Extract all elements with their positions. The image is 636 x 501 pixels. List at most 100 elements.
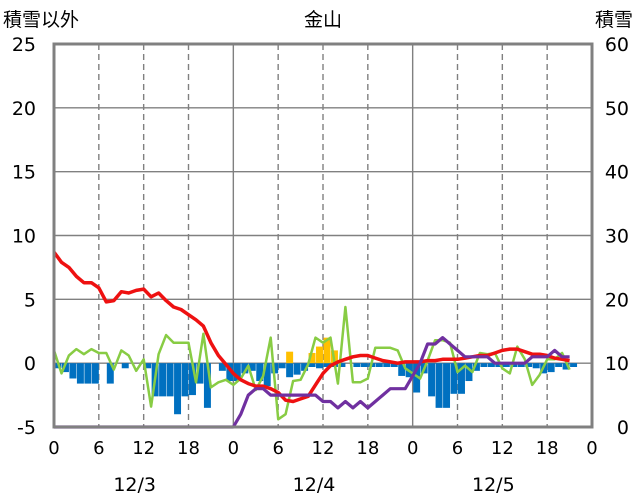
right-tick-label: 20 (605, 289, 629, 311)
blue-bar (308, 363, 316, 367)
blue-bar (159, 363, 167, 397)
chart-title: 金山 (304, 9, 342, 31)
left-tick-label: 15 (12, 162, 36, 184)
blue-bar (286, 363, 294, 378)
x-axis-hour-ticks: 0 6 12 18 0 6 12 18 0 6 12 18 0 (48, 438, 597, 459)
x-hour-tick-label: 0 (228, 438, 239, 459)
blue-bar (263, 363, 271, 387)
blue-bar (428, 363, 436, 397)
x-hour-tick-label: 0 (586, 438, 597, 459)
blue-bar (106, 363, 114, 384)
blue-bar (413, 363, 421, 393)
plot-frame (52, 42, 594, 429)
blue-bar (316, 363, 323, 369)
left-tick-label: 0 (24, 353, 36, 375)
bar-series (54, 337, 578, 415)
blue-bar (547, 363, 555, 373)
blue-bar (525, 363, 533, 367)
blue-bar (443, 363, 451, 408)
blue-bar (144, 363, 152, 369)
right-tick-label: 50 (605, 98, 629, 120)
blue-bar (390, 363, 398, 367)
x-hour-tick-label: 6 (452, 438, 463, 459)
right-tick-label: 30 (605, 226, 629, 248)
blue-bar (375, 363, 383, 367)
left-tick-label: 10 (12, 226, 36, 248)
blue-bar (495, 363, 503, 367)
blue-bar (465, 363, 473, 382)
x-hour-tick-label: 18 (177, 438, 200, 459)
blue-bar (61, 363, 69, 373)
blue-bar (248, 363, 256, 371)
x-hour-tick-label: 0 (48, 438, 59, 459)
orange-bar (316, 346, 323, 364)
blue-bar (517, 363, 525, 367)
purple-line (54, 336, 570, 429)
blue-bar (360, 363, 368, 367)
blue-bar (472, 363, 480, 371)
blue-bar (226, 363, 234, 382)
blue-bar (480, 363, 488, 367)
left-tick-label: -5 (17, 417, 36, 439)
left-tick-label: 20 (12, 98, 36, 120)
x-hour-tick-label: 12 (132, 438, 155, 459)
line-series (52, 251, 571, 429)
blue-bar (76, 363, 84, 384)
blue-bar (502, 363, 510, 367)
blue-bar (458, 363, 465, 394)
right-tick-label: 40 (605, 162, 629, 184)
x-hour-tick-label: 6 (272, 438, 283, 459)
blue-bar (241, 363, 249, 374)
blue-bar (532, 363, 540, 369)
blue-bar (570, 363, 578, 367)
right-axis-ticks: 60 50 40 30 20 10 0 (605, 34, 629, 439)
x-hour-tick-label: 12 (491, 438, 514, 459)
blue-bar (174, 363, 182, 415)
blue-bar (166, 363, 174, 397)
blue-bar (383, 363, 391, 367)
blue-bar (233, 363, 241, 382)
left-axis-label: 積雪以外 (3, 9, 79, 31)
right-tick-label: 10 (605, 353, 629, 375)
red-line (52, 251, 570, 404)
blue-bar (278, 363, 286, 369)
right-tick-label: 0 (617, 417, 629, 439)
blue-bar (181, 363, 189, 397)
blue-bar (293, 363, 301, 375)
left-axis-ticks: 25 20 15 10 5 0 -5 (12, 34, 36, 439)
x-hour-tick-label: 18 (356, 438, 379, 459)
blue-bar (450, 363, 458, 394)
x-hour-tick-label: 0 (407, 438, 418, 459)
blue-bar (435, 363, 443, 408)
blue-bar (487, 363, 495, 367)
orange-bar (286, 351, 294, 364)
x-hour-tick-label: 6 (93, 438, 104, 459)
right-axis-label: 積雪 (595, 9, 633, 31)
blue-bar (69, 363, 77, 379)
blue-bar (562, 363, 570, 370)
blue-bar (256, 363, 264, 382)
date-label: 12/5 (472, 474, 515, 496)
left-tick-label: 5 (24, 289, 36, 311)
x-hour-tick-label: 12 (312, 438, 335, 459)
blue-bar (398, 363, 406, 376)
blue-bar (91, 363, 99, 384)
x-hour-tick-label: 18 (536, 438, 559, 459)
blue-bar (301, 363, 309, 371)
x-axis-date-labels: 12/3 12/4 12/5 (113, 474, 514, 496)
orange-bar (308, 352, 316, 364)
blue-bar (189, 363, 196, 396)
blue-bar (218, 363, 226, 371)
blue-bar (196, 363, 204, 384)
blue-bar (510, 363, 518, 367)
orange-bar (323, 337, 331, 364)
blue-bar (353, 363, 361, 367)
blue-bar (84, 363, 92, 384)
blue-bar (323, 363, 331, 367)
blue-bar (121, 363, 129, 369)
blue-bar (338, 363, 346, 367)
left-tick-label: 25 (12, 34, 36, 56)
date-label: 12/3 (113, 474, 156, 496)
right-tick-label: 60 (605, 34, 629, 56)
